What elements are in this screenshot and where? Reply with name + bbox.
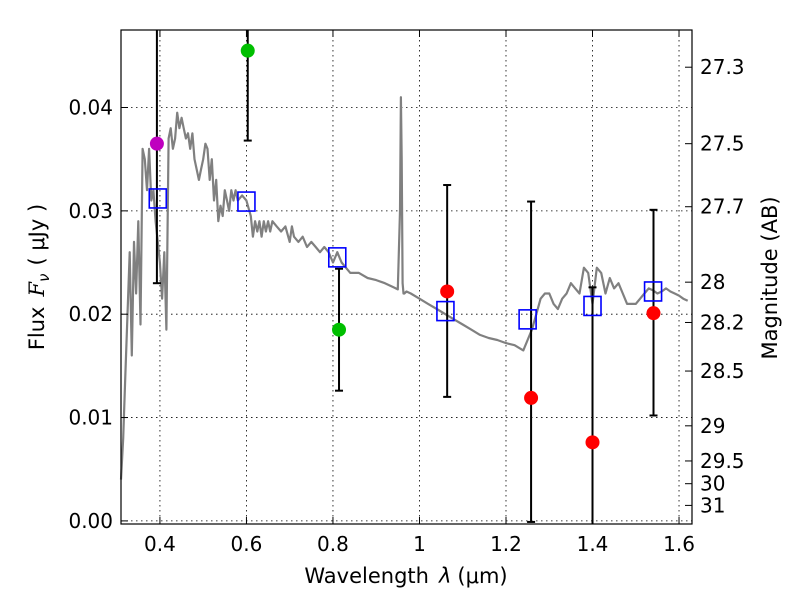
observed-point: [332, 322, 347, 337]
model-point-square: [327, 247, 347, 268]
x-tick-label: 1: [413, 532, 426, 556]
model-point-square: [436, 300, 455, 322]
model-point-square: [583, 295, 602, 317]
magnitude-tick-label: 27.5: [700, 132, 745, 156]
plot-frame: [120, 29, 693, 525]
magnitude-tick-label: 31: [700, 493, 725, 517]
observed-points-layer: [149, 43, 661, 450]
magnitude-tick-label: 28.2: [700, 310, 745, 334]
y-axis-label: FluxFν( μJy ): [25, 204, 53, 350]
magnitude-tick-label: 28: [700, 270, 725, 294]
x-tick-label: 0.8: [317, 532, 349, 556]
x-tick-label: 0.6: [231, 532, 263, 556]
observed-point: [440, 284, 455, 299]
y-tick-label: 0.04: [68, 96, 113, 120]
x-tick-label: 1.4: [577, 532, 609, 556]
x-tick-label: 1.2: [490, 532, 522, 556]
magnitude-tick-label: 28.5: [700, 359, 745, 383]
y-tick-label: 0.03: [68, 199, 113, 223]
magnitude-tick-label: 29.5: [700, 449, 745, 473]
spectrum-layer: [119, 96, 689, 480]
model-point-square: [518, 309, 537, 330]
observed-point: [524, 390, 539, 405]
magnitude-tick-label: 30: [700, 472, 725, 496]
observed-point: [240, 43, 255, 58]
observed-point: [646, 306, 661, 321]
x-tick-label: 1.6: [663, 532, 695, 556]
grid: [121, 30, 692, 524]
model-point-square: [237, 191, 256, 212]
magnitude-tick-label: 29: [700, 414, 725, 438]
y-tick-label: 0.01: [68, 406, 113, 430]
magnitude-tick-label: 27.7: [700, 195, 745, 219]
model-points-layer: [148, 188, 663, 330]
x-tick-label: 0.4: [144, 532, 176, 556]
observed-point: [149, 136, 164, 151]
axis-ticks: 0.4 0.6 0.8 1 1.2 1.4 1.6 0.00 0.01 0.02 0.03 0.04 2…: [68, 30, 745, 556]
magnitude-tick-label: 27.3: [700, 55, 745, 79]
model-point-square: [643, 281, 663, 302]
x-axis-label: Wavelength λ (μm): [304, 564, 507, 588]
spectrum-line: [119, 96, 689, 480]
y2-axis-label: Magnitude (AB): [758, 196, 782, 359]
model-point-square: [148, 188, 168, 209]
observed-point: [585, 435, 600, 450]
y-tick-label: 0.00: [68, 509, 113, 533]
y-tick-label: 0.02: [68, 302, 113, 326]
